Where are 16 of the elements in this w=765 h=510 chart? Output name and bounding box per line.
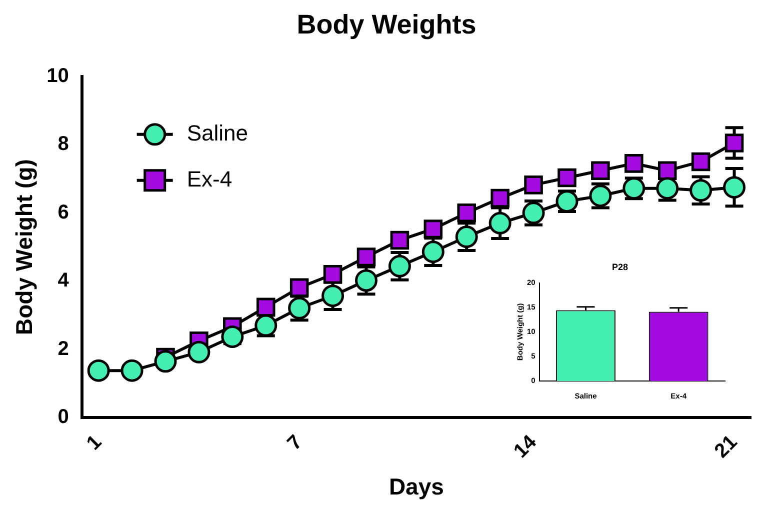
x-tick-label: 14 xyxy=(510,430,542,462)
y-tick-label: 8 xyxy=(58,133,69,156)
y-tick-label: 6 xyxy=(58,201,69,224)
x-tick-label: 21 xyxy=(710,431,742,462)
x-tick-label: 1 xyxy=(82,431,106,454)
chart-title: P28 xyxy=(612,262,628,272)
legend-label: Saline xyxy=(186,120,248,146)
x-tick-label: 7 xyxy=(283,431,307,454)
y-tick-label: 4 xyxy=(58,270,70,292)
y-tick-label: 10 xyxy=(46,64,69,87)
y-axis-title: Body Weight (g) xyxy=(11,159,38,335)
x-axis-title: Days xyxy=(388,474,444,500)
y-tick-label: 2 xyxy=(58,338,69,360)
chart-title: Body Weights xyxy=(296,10,476,40)
legend-label: Ex-4 xyxy=(186,166,232,192)
y-tick-label: 0 xyxy=(58,406,69,428)
